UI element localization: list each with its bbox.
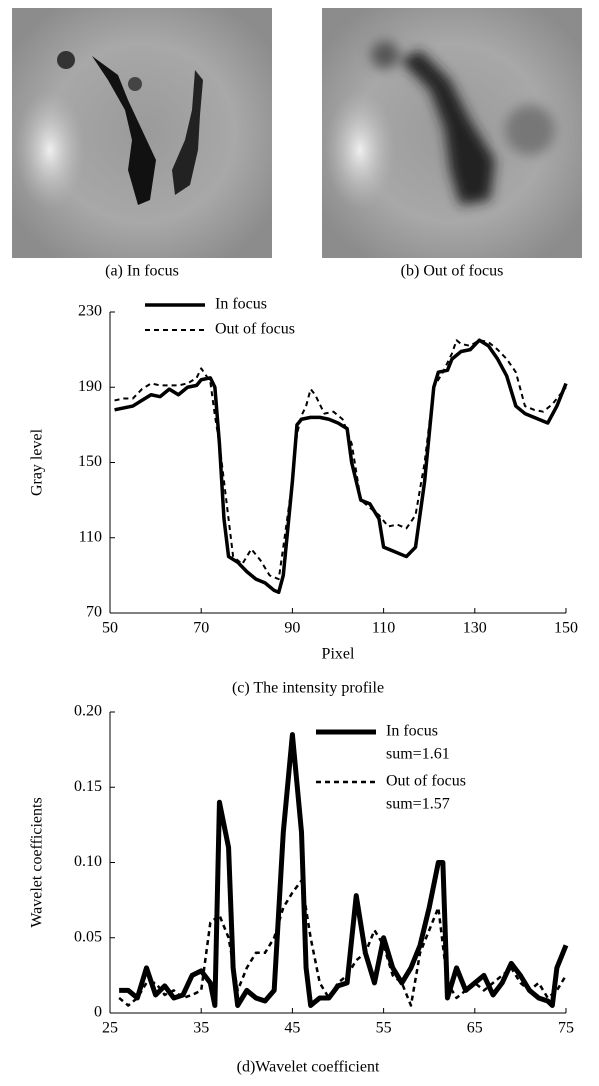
series-line [118, 879, 568, 1007]
x-tick-label: 150 [554, 620, 578, 637]
x-tick-label: 45 [284, 1020, 300, 1037]
caption: (d)Wavelet coefficient [237, 1059, 380, 1076]
x-tick-label: 35 [193, 1020, 209, 1037]
legend-label: Out of focus [386, 773, 466, 790]
y-tick-label: 230 [78, 303, 102, 320]
y-tick-label: 0.05 [74, 928, 102, 945]
x-tick-label: 70 [193, 620, 209, 637]
y-tick-label: 0 [94, 1004, 102, 1021]
legend-label: In focus [215, 296, 267, 313]
y-tick-label: 110 [79, 528, 102, 545]
legend-note: sum=1.61 [386, 746, 450, 763]
caption: (c) The intensity profile [232, 680, 384, 697]
x-tick-label: 65 [467, 1020, 483, 1037]
legend-label: In focus [386, 723, 438, 740]
x-tick-label: 55 [376, 1020, 392, 1037]
x-tick-label: 130 [463, 620, 487, 637]
caption: (a) In focus [105, 263, 179, 280]
y-tick-label: 190 [78, 378, 102, 395]
caption: (b) Out of focus [401, 263, 504, 280]
y-tick-label: 70 [86, 604, 102, 621]
series-line [114, 339, 567, 581]
x-tick-label: 75 [558, 1020, 574, 1037]
y-tick-label: 0.10 [74, 853, 102, 870]
image-in-focus [12, 8, 272, 258]
legend-note: sum=1.57 [386, 796, 450, 813]
x-tick-label: 50 [102, 620, 118, 637]
series-line [114, 338, 568, 595]
series-line [119, 732, 569, 1008]
y-tick-label: 150 [78, 453, 102, 470]
y-tick-label: 0.15 [74, 778, 102, 795]
x-tick-label: 110 [372, 620, 395, 637]
x-tick-label: 90 [284, 620, 300, 637]
y-axis-label: Wavelet coefficients [29, 797, 46, 927]
image-out-of-focus [322, 8, 582, 258]
x-axis-label: Pixel [322, 646, 355, 663]
y-tick-label: 0.20 [74, 703, 102, 720]
legend-label: Out of focus [215, 321, 295, 338]
y-axis-label: Gray level [29, 428, 46, 496]
x-tick-label: 25 [102, 1020, 118, 1037]
